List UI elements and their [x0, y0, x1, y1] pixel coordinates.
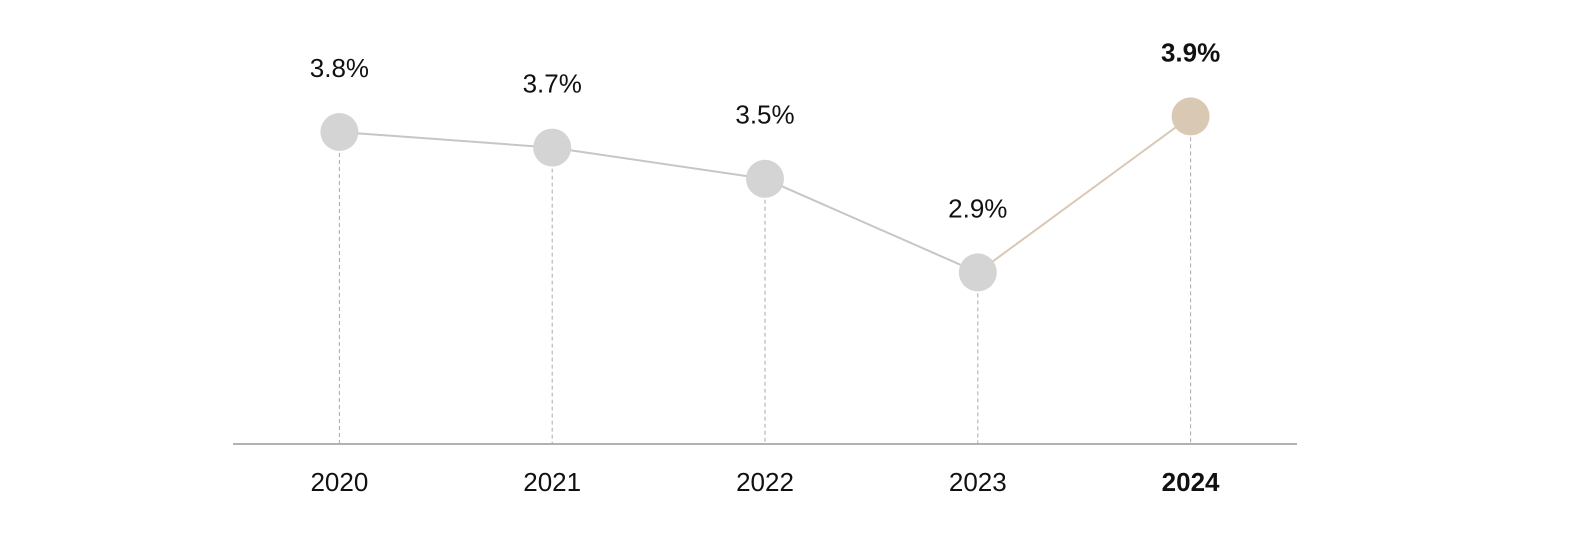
value-label: 3.9%: [1161, 37, 1220, 67]
point: [958, 253, 997, 292]
value-label: 3.5%: [735, 100, 794, 130]
line-segment: [977, 115, 1192, 274]
x-tick-label: 2020: [310, 467, 368, 497]
line-segment: [764, 177, 979, 274]
value-label: 3.8%: [310, 53, 369, 83]
point: [533, 128, 572, 167]
point: [320, 113, 359, 151]
line-segment: [552, 146, 766, 180]
point: [746, 159, 784, 198]
x-tick-label: 2022: [736, 467, 794, 497]
value-label: 3.7%: [523, 68, 582, 98]
value-label: 2.9%: [948, 193, 1007, 223]
x-tick-label: 2024: [1162, 467, 1220, 497]
point: [1171, 97, 1210, 136]
line-segment: [339, 131, 553, 149]
x-tick-label: 2021: [523, 467, 581, 497]
x-tick-label: 2023: [949, 467, 1007, 497]
